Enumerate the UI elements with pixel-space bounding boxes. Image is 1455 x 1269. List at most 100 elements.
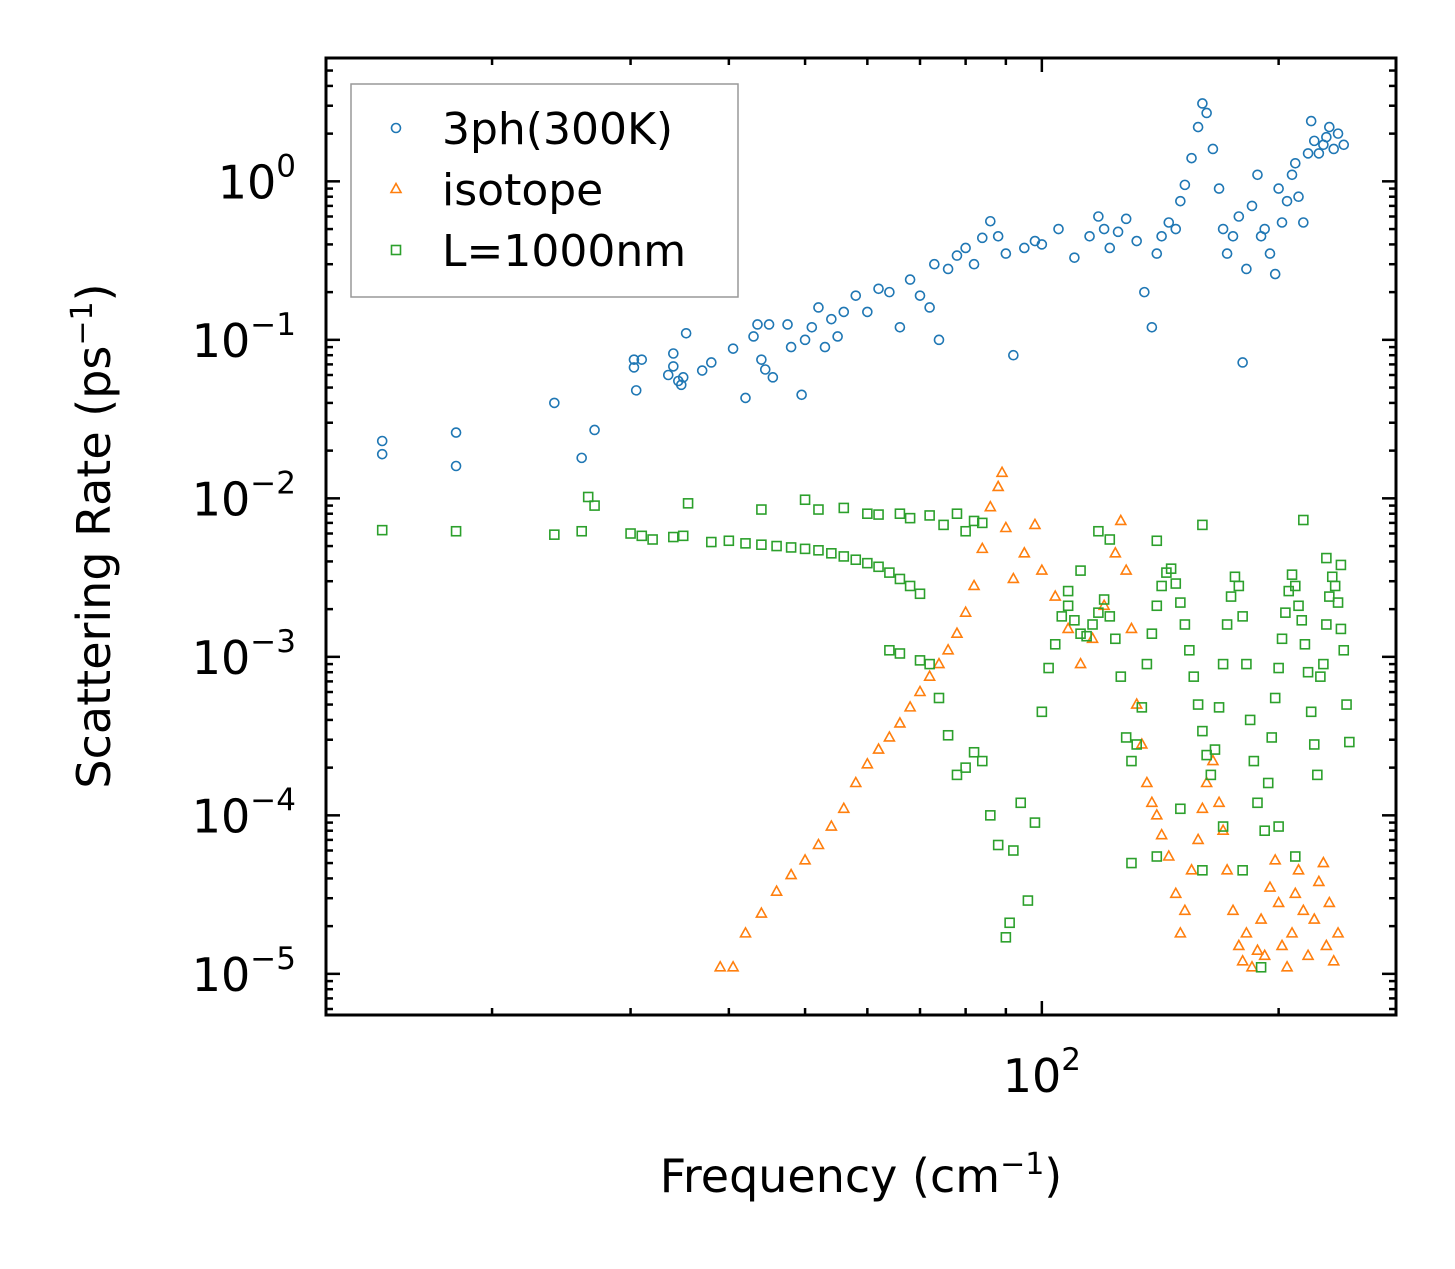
circle-point <box>1207 143 1219 155</box>
circle-point <box>1338 139 1350 151</box>
circle-point <box>549 397 560 409</box>
square-point <box>1332 597 1344 608</box>
circle-point <box>1104 242 1116 254</box>
square-point <box>706 536 717 548</box>
square-point <box>968 746 980 758</box>
square-point <box>376 524 388 536</box>
circle-point <box>976 232 988 244</box>
square-point <box>1004 917 1015 929</box>
square-point <box>1213 702 1225 713</box>
triangle-point <box>1185 863 1198 875</box>
tick-labels: 100 10−1 10−2 10−3 10−4 10−5 102 <box>192 148 1081 1103</box>
circle-point <box>1276 217 1288 228</box>
square-point <box>1324 591 1335 602</box>
triangle-point <box>893 716 907 728</box>
triangle-point <box>798 853 812 865</box>
legend-label: 3ph(300K) <box>442 104 673 155</box>
square-point <box>873 509 884 520</box>
square-point <box>1289 851 1301 862</box>
triangle-point <box>1317 855 1330 868</box>
square-point <box>1188 671 1200 682</box>
square-point <box>838 551 850 562</box>
square-point <box>938 519 949 531</box>
square-point <box>1087 619 1098 630</box>
square-point <box>1104 534 1116 545</box>
square-point <box>1289 580 1301 592</box>
circle-point <box>727 343 739 354</box>
circle-point <box>589 424 600 436</box>
circle-point <box>1098 223 1110 235</box>
triangle-point <box>1232 938 1246 951</box>
circle-point <box>929 258 940 270</box>
square-point <box>1197 865 1208 876</box>
square-point <box>1217 821 1229 832</box>
circle-point <box>1321 131 1332 143</box>
circle-point <box>1197 98 1208 109</box>
square-point <box>1104 611 1116 622</box>
triangle-point <box>1280 960 1294 972</box>
triangle-point <box>1155 828 1168 840</box>
circle-point <box>1093 211 1104 222</box>
square-point <box>1036 706 1048 718</box>
circle-point <box>884 286 895 298</box>
triangle-point <box>1331 926 1345 938</box>
square-point <box>1151 535 1163 547</box>
circle-point <box>1069 252 1080 263</box>
legend-entry: isotope <box>389 165 603 216</box>
square-point <box>976 517 988 529</box>
circle-point <box>628 354 640 365</box>
square-point <box>1201 749 1212 761</box>
circle-point <box>942 263 954 275</box>
plot-frame <box>324 56 1398 1017</box>
square-point <box>1197 725 1208 737</box>
square-point <box>799 494 811 506</box>
square-point <box>985 810 996 821</box>
triangle-point <box>849 775 863 788</box>
square-point <box>1293 600 1304 612</box>
triangle-point <box>1212 795 1226 808</box>
circle-point <box>1019 242 1030 254</box>
square-point <box>1335 559 1347 571</box>
circle-point <box>376 448 388 460</box>
circle-point <box>1170 223 1182 235</box>
square-point <box>682 498 694 509</box>
circle-point <box>680 327 692 339</box>
triangle-point <box>999 520 1013 533</box>
square-point <box>1075 628 1086 639</box>
square-point <box>549 529 560 540</box>
square-point <box>1252 797 1263 809</box>
square-point <box>1229 571 1241 583</box>
circle-point <box>1273 183 1284 194</box>
circle-point <box>675 379 687 391</box>
square-point <box>838 502 850 514</box>
square-point <box>1296 615 1308 626</box>
square-point <box>1286 569 1298 580</box>
circle-point <box>914 290 926 301</box>
square-point <box>942 729 954 741</box>
circle-point <box>968 258 980 270</box>
circle-point <box>1332 128 1344 139</box>
circle-point <box>992 231 1004 242</box>
circle-point <box>1139 286 1150 298</box>
square-point <box>862 508 873 520</box>
circle-point <box>951 250 963 261</box>
triangle-point <box>1145 795 1159 808</box>
square-point <box>1318 658 1329 670</box>
triangle-point <box>941 643 955 655</box>
square-point <box>1136 702 1148 713</box>
square-point <box>1197 519 1208 531</box>
square-point <box>1156 580 1167 592</box>
square-point <box>1344 736 1355 748</box>
circle-point <box>1324 121 1335 133</box>
square-point <box>1221 619 1233 630</box>
triangle-point <box>923 669 936 681</box>
square-point <box>1141 658 1153 670</box>
square-point <box>1276 633 1288 645</box>
triangle-point <box>991 479 1005 492</box>
triangle-point <box>1125 621 1138 634</box>
triangle-point <box>1196 801 1209 814</box>
circle-point <box>636 354 648 365</box>
circle-point <box>924 302 935 313</box>
legend-label: isotope <box>442 165 603 216</box>
triangle-point <box>784 867 798 880</box>
